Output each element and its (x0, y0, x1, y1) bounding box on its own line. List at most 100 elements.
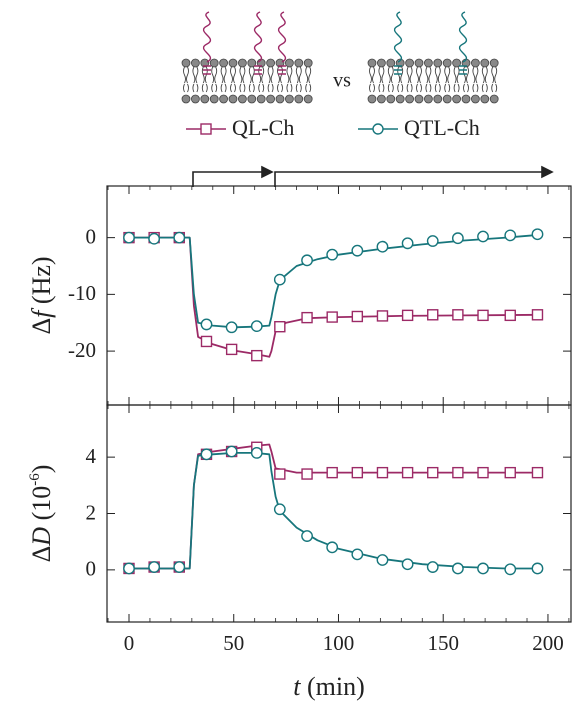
marker (451, 562, 464, 575)
x-tick-label: 200 (532, 631, 564, 655)
lipid-tail (305, 66, 312, 84)
lipid-tail (183, 66, 189, 84)
marker (225, 321, 238, 334)
marker (477, 230, 489, 243)
trace (129, 236, 540, 358)
marker (274, 468, 286, 480)
polymer-chain (458, 11, 468, 63)
marker (452, 309, 464, 321)
lipid-tail (369, 66, 375, 84)
lipid-tail (220, 83, 227, 93)
lipid-tail (183, 83, 189, 93)
lipid-tail (277, 83, 283, 93)
polymer-chain (253, 11, 263, 63)
trace (129, 452, 540, 570)
lipid-head (386, 94, 396, 104)
lipid-tail (434, 66, 441, 84)
lipid-tail (453, 66, 460, 84)
marker (401, 558, 414, 571)
lipid-head (209, 58, 219, 68)
lipid-tail (192, 66, 199, 84)
lipid-head (414, 94, 424, 104)
lipid-head (303, 58, 313, 68)
marker (427, 466, 439, 479)
marker (326, 311, 338, 323)
y-axis-label-part: ) (27, 465, 56, 474)
lipid-head (395, 58, 405, 68)
lipid-tail (434, 83, 441, 93)
x-axis-label-part: t (293, 672, 301, 701)
marker (401, 309, 414, 322)
lipid-head (266, 94, 276, 104)
x-axis-label: t (min) (293, 672, 365, 701)
lipid-tail (286, 66, 293, 84)
y-axis-label-part: D (27, 527, 56, 547)
lipid-head (433, 94, 443, 104)
lipid-head (303, 94, 313, 104)
arrowhead-1 (261, 165, 274, 179)
panel-frame (106, 185, 572, 406)
lipid-tail (230, 83, 236, 93)
lipid-head (190, 58, 200, 68)
lipid-head (452, 58, 462, 68)
marker (351, 466, 364, 479)
x-tick-label: 100 (323, 631, 355, 655)
marker (200, 335, 213, 348)
anchor (203, 65, 211, 75)
anchor (254, 65, 262, 75)
lipid-tail (425, 83, 432, 93)
lipid-head (423, 94, 433, 104)
lipid-head (294, 94, 304, 104)
y-axis-label-part: (Hz) (27, 256, 56, 310)
lipid-head (376, 94, 386, 104)
lipid-head (376, 58, 386, 68)
lipid-head (294, 58, 304, 68)
lipid-tail (463, 83, 469, 93)
lipid-tail (201, 83, 208, 93)
marker (376, 466, 389, 479)
lipid-tail (387, 66, 394, 84)
y-tick-label: 0 (86, 557, 97, 581)
marker (200, 318, 213, 331)
lipid-head (470, 94, 480, 104)
x-tick-label: 150 (427, 631, 459, 655)
anchor (278, 65, 286, 75)
marker (477, 562, 489, 575)
marker (477, 466, 489, 479)
legend-marker (372, 123, 384, 135)
legend-label: QL-Ch (232, 115, 294, 140)
y-axis-label-part: Δ (27, 546, 56, 563)
marker (351, 310, 364, 323)
lipid-head (367, 94, 377, 104)
lipid-head (489, 94, 499, 104)
y-axis-label-part: (10 (27, 486, 56, 527)
marker (251, 349, 263, 362)
lipid-tail (481, 83, 488, 93)
lipid-tail (406, 66, 413, 84)
lipid-head (284, 58, 294, 68)
lipid-tail (416, 66, 422, 84)
marker (148, 561, 161, 573)
marker (504, 563, 517, 576)
marker (148, 232, 161, 245)
arrow-2 (274, 171, 542, 187)
marker (531, 466, 544, 479)
marker (250, 320, 263, 333)
lipid-tail (444, 83, 451, 93)
lipid-tail (258, 83, 265, 93)
marker (504, 229, 517, 242)
marker (376, 554, 389, 566)
lipid-head (480, 94, 490, 104)
lipid-head (237, 58, 247, 68)
marker (173, 231, 186, 244)
marker (173, 561, 186, 573)
lipid-tail (397, 83, 404, 93)
marker (225, 445, 238, 458)
marker (250, 447, 263, 459)
lipid-head (200, 94, 210, 104)
lipid-head (228, 94, 238, 104)
anchor (394, 65, 402, 75)
lipid-head (442, 94, 452, 104)
x-tick-label: 0 (124, 631, 135, 655)
